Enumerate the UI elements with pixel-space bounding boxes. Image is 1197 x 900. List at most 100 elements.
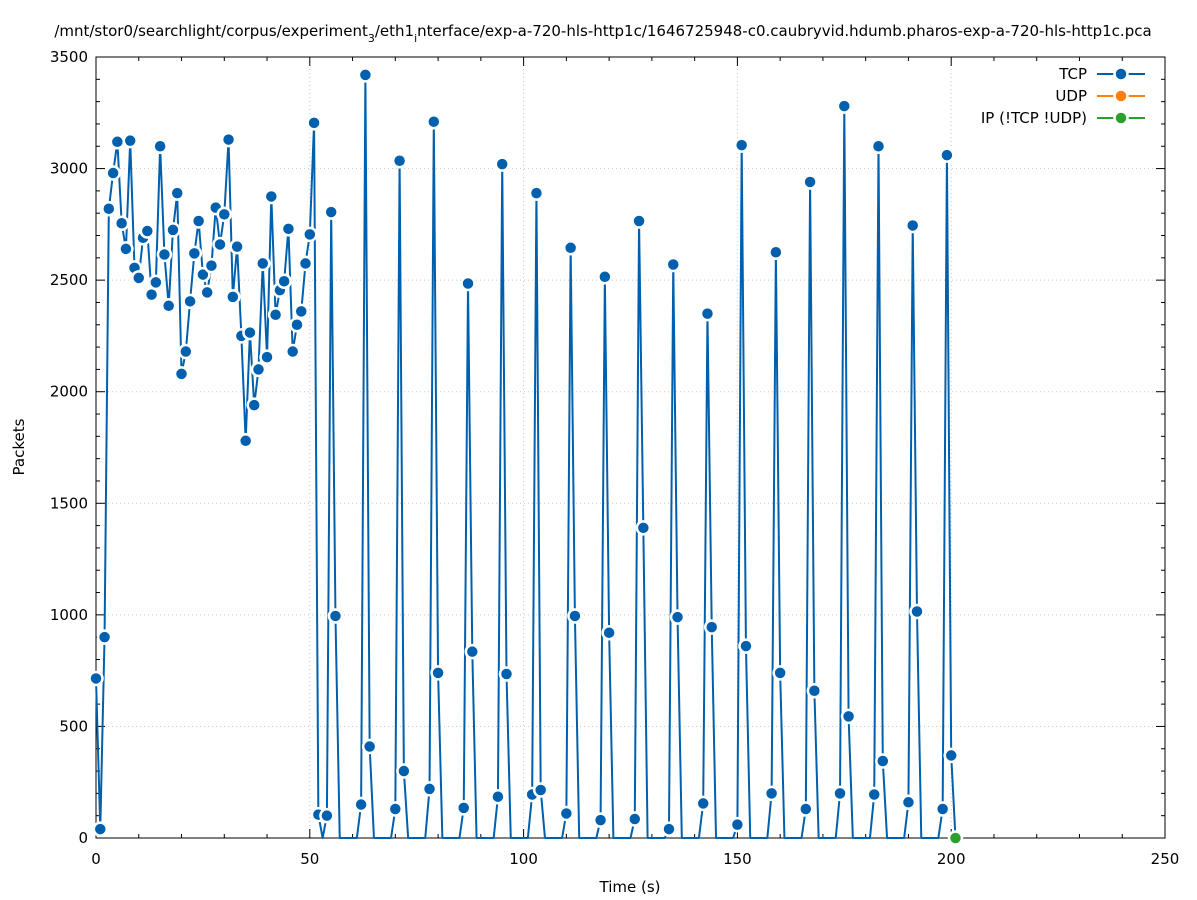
data-point [387, 801, 404, 817]
series-ip-tcp-udp- [947, 830, 964, 846]
data-point [237, 433, 254, 449]
data-point [242, 324, 258, 341]
data-point [875, 753, 891, 769]
data-point [148, 274, 164, 291]
data-point [105, 165, 121, 181]
data-point [836, 98, 853, 114]
plot-frame [95, 56, 1166, 839]
data-point [627, 811, 643, 827]
data-point [250, 361, 267, 378]
data-point [361, 738, 378, 755]
x-axis-label: Time (s) [599, 878, 661, 896]
data-point [267, 306, 284, 323]
data-point [101, 200, 117, 217]
data-point [88, 670, 104, 687]
data-point [532, 782, 549, 798]
data-point [173, 366, 190, 382]
data-point [131, 270, 147, 286]
data-point [699, 305, 716, 322]
data-point [109, 134, 126, 150]
data-point [498, 666, 515, 682]
data-point [246, 397, 262, 413]
x-tick-label: 250 [1151, 850, 1180, 868]
data-point [772, 665, 788, 681]
data-point [870, 138, 887, 155]
chart-title: /mnt/stor0/searchlight/corpus/experiment… [54, 22, 1151, 45]
data-point [259, 349, 275, 365]
data-point [592, 812, 609, 828]
y-tick-label: 2500 [50, 271, 88, 289]
axis-ticks: 0 500 1000 1500 2000 2500 3000 3500 0 50 100 150 200… [50, 48, 1180, 868]
data-point [118, 241, 134, 257]
data-point [703, 619, 720, 635]
data-point [567, 608, 583, 624]
data-point [490, 788, 506, 805]
data-point [165, 222, 181, 238]
data-point [464, 643, 481, 660]
data-point [943, 747, 959, 764]
data-point [669, 609, 686, 625]
data-point [421, 781, 438, 797]
data-point [802, 174, 818, 190]
data-point [562, 240, 579, 256]
y-tick-label: 500 [59, 717, 88, 735]
y-axis-label: Packets [10, 418, 28, 475]
x-tick-label: 200 [937, 850, 966, 868]
data-point [96, 629, 113, 645]
data-point [904, 217, 921, 234]
data-point [156, 246, 173, 263]
data-point [430, 665, 446, 681]
legend-marker [1113, 88, 1129, 104]
series-layer [88, 67, 964, 846]
data-point [229, 238, 245, 255]
y-tick-label: 1000 [50, 606, 88, 624]
x-tick-label: 150 [723, 850, 752, 868]
data-point [558, 805, 575, 822]
series-tcp [88, 67, 959, 839]
data-point [631, 213, 647, 229]
x-tick-label: 100 [509, 850, 538, 868]
data-point [255, 255, 271, 272]
data-point [391, 153, 408, 169]
legend-marker [1113, 66, 1129, 82]
data-point [327, 608, 344, 624]
grid [96, 57, 1165, 838]
data-point [528, 185, 545, 201]
data-point [866, 786, 882, 803]
data-point [92, 821, 109, 837]
data-point [635, 520, 652, 536]
data-point [939, 147, 955, 163]
x-tick-label: 50 [300, 850, 319, 868]
data-point [729, 816, 746, 833]
legend-marker [1113, 110, 1129, 126]
data-point [768, 244, 784, 260]
data-point [455, 800, 472, 816]
data-point [665, 256, 682, 273]
data-point [225, 289, 241, 305]
data-point [661, 821, 677, 837]
data-point [186, 245, 203, 262]
data-point [152, 138, 168, 155]
data-point [306, 115, 322, 131]
data-point [319, 807, 335, 824]
data-point [216, 206, 233, 223]
y-tick-label: 0 [78, 829, 88, 847]
data-point [323, 204, 339, 220]
data-point [182, 293, 198, 310]
data-point [195, 266, 211, 283]
data-point [597, 269, 613, 285]
data-point [280, 221, 297, 237]
data-point [293, 303, 309, 320]
data-point [396, 763, 412, 779]
data-point [763, 785, 780, 802]
data-point [190, 213, 207, 229]
data-point [357, 67, 374, 83]
data-point [934, 801, 951, 817]
data-point [139, 223, 156, 239]
data-point [947, 830, 964, 846]
data-point [900, 794, 917, 811]
data-point [199, 284, 215, 301]
data-point [220, 131, 237, 148]
legend-label: UDP [1055, 87, 1087, 105]
